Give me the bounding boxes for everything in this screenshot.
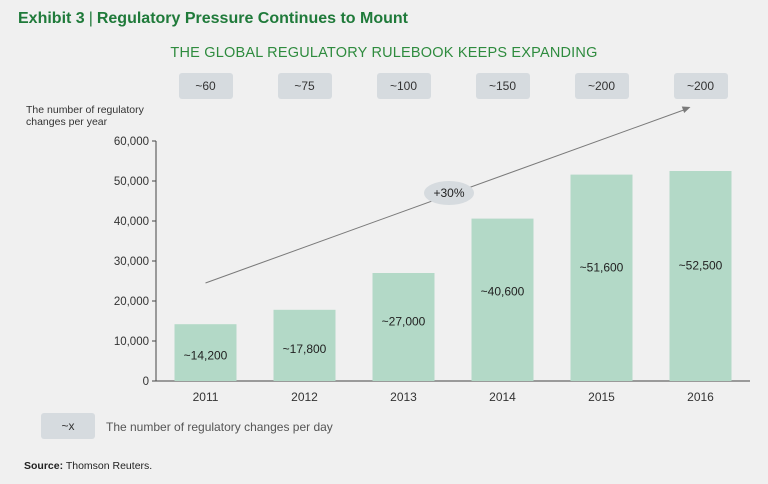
per-day-pill: ~150	[475, 73, 530, 99]
bar	[273, 309, 336, 381]
exhibit-label: Exhibit 3	[18, 10, 85, 27]
legend-symbol: ~x	[41, 413, 95, 439]
data-label: ~51,600	[580, 260, 624, 274]
x-tick-label: 2014	[489, 390, 516, 404]
growth-annotation-bubble	[424, 181, 474, 205]
per-day-pill: ~200	[673, 73, 728, 99]
x-tick-label: 2015	[588, 390, 615, 404]
y-tick-label: 30,000	[114, 256, 149, 268]
data-label: ~52,500	[679, 259, 723, 273]
per-day-pill: ~200	[574, 73, 629, 99]
bar	[174, 324, 237, 381]
y-axis-label: The number of regulatory changes per yea…	[26, 104, 144, 128]
x-tick-label: 2016	[687, 390, 714, 404]
y-tick-label: 0	[143, 376, 149, 388]
data-label: ~40,600	[481, 285, 525, 299]
y-tick-label: 40,000	[114, 216, 149, 228]
per-day-pill: ~100	[376, 73, 431, 99]
x-tick-label: 2011	[193, 390, 219, 404]
source-label: Source:	[24, 460, 64, 472]
growth-arrow-head	[681, 106, 691, 114]
x-tick-label: 2013	[390, 390, 417, 404]
source-text: Thomson Reuters.	[65, 460, 153, 472]
per-day-pill: ~75	[277, 73, 332, 99]
growth-annotation-label: +30%	[433, 186, 464, 200]
exhibit-separator: |	[88, 10, 93, 27]
data-label: ~27,000	[382, 315, 426, 329]
legend-text: The number of regulatory changes per day	[106, 420, 333, 434]
bar	[570, 174, 633, 381]
y-tick-label: 50,000	[114, 176, 149, 188]
data-label: ~14,200	[184, 348, 228, 362]
bar	[471, 218, 534, 381]
bar	[372, 273, 435, 381]
bar	[669, 171, 732, 381]
source-note: Source: Thomson Reuters.	[24, 460, 152, 472]
exhibit-heading: Regulatory Pressure Continues to Mount	[96, 10, 408, 27]
y-tick-label: 10,000	[114, 336, 149, 348]
per-day-row: ~60 ~75 ~100 ~150 ~200 ~200	[0, 73, 768, 99]
x-tick-label: 2012	[291, 390, 318, 404]
y-tick-label: 60,000	[114, 136, 149, 148]
chart-title: THE GLOBAL REGULATORY RULEBOOK KEEPS EXP…	[170, 45, 598, 61]
per-day-pill: ~60	[178, 73, 233, 99]
exhibit-title: Exhibit 3 | Regulatory Pressure Continues …	[18, 10, 408, 28]
data-label: ~17,800	[283, 342, 327, 356]
y-tick-label: 20,000	[114, 296, 149, 308]
